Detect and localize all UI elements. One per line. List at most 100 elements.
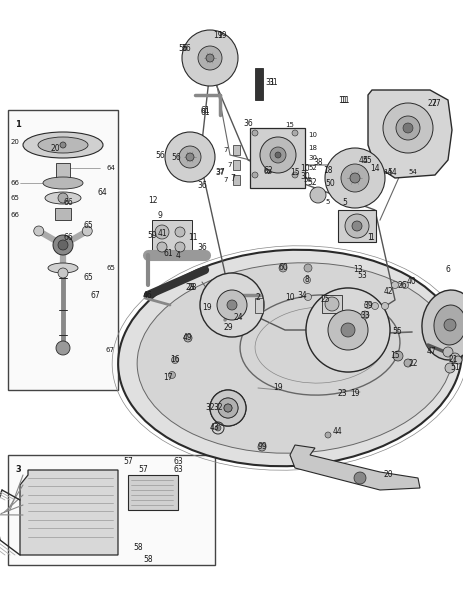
Text: 19: 19	[213, 31, 222, 40]
Text: 52: 52	[307, 165, 316, 171]
Bar	[337, 210, 375, 242]
Circle shape	[360, 311, 368, 319]
Text: 66: 66	[63, 197, 73, 206]
Circle shape	[179, 146, 200, 168]
Bar	[250, 128, 304, 188]
Text: 9: 9	[157, 211, 162, 220]
Text: 51: 51	[449, 364, 459, 373]
Text: 56: 56	[171, 152, 181, 161]
Circle shape	[291, 172, 297, 178]
Circle shape	[349, 173, 359, 183]
Text: 15: 15	[289, 167, 299, 176]
Text: 8: 8	[304, 275, 309, 284]
Text: 5: 5	[342, 197, 347, 206]
Text: 4: 4	[175, 251, 180, 259]
Circle shape	[58, 268, 68, 278]
Circle shape	[324, 297, 338, 311]
Text: 19: 19	[202, 302, 211, 311]
Text: 14: 14	[382, 169, 391, 175]
Ellipse shape	[48, 263, 78, 273]
Circle shape	[184, 334, 192, 342]
Text: 65: 65	[106, 265, 115, 271]
Text: 62: 62	[263, 169, 272, 175]
Circle shape	[324, 148, 384, 208]
Text: 7: 7	[223, 147, 227, 153]
Circle shape	[327, 310, 367, 350]
Text: 54: 54	[386, 167, 396, 176]
Text: 66: 66	[11, 212, 20, 218]
Text: 62: 62	[263, 166, 272, 175]
Circle shape	[395, 116, 419, 140]
Bar	[56, 163, 70, 179]
Text: 11: 11	[188, 232, 197, 241]
Text: 37: 37	[215, 167, 225, 176]
Circle shape	[391, 281, 398, 289]
Bar	[8, 110, 118, 390]
Text: 56: 56	[155, 151, 165, 160]
Text: 55: 55	[391, 328, 401, 337]
Text: 16: 16	[170, 355, 180, 364]
Text: 36: 36	[243, 119, 252, 128]
Text: 56: 56	[178, 44, 188, 53]
Circle shape	[269, 147, 285, 163]
Text: 11: 11	[338, 95, 347, 104]
Text: 2: 2	[255, 293, 260, 302]
Circle shape	[181, 30, 238, 86]
Text: 26: 26	[396, 280, 406, 289]
Circle shape	[198, 46, 221, 70]
Circle shape	[309, 187, 325, 203]
Text: 47: 47	[426, 347, 436, 356]
Text: 17: 17	[163, 373, 172, 383]
Text: 20: 20	[11, 139, 20, 145]
Text: 33: 33	[359, 311, 369, 320]
Text: 36: 36	[197, 181, 206, 190]
Text: 5: 5	[324, 199, 329, 205]
Circle shape	[251, 172, 257, 178]
Text: 43: 43	[210, 424, 219, 433]
Circle shape	[449, 353, 459, 363]
Circle shape	[400, 281, 407, 289]
Text: 66: 66	[63, 233, 73, 242]
Text: 27: 27	[431, 98, 441, 107]
Text: 14: 14	[369, 164, 379, 173]
Circle shape	[324, 432, 330, 438]
Ellipse shape	[38, 137, 88, 153]
Circle shape	[291, 130, 297, 136]
Circle shape	[402, 123, 412, 133]
Text: 30: 30	[300, 172, 309, 181]
Text: 65: 65	[83, 272, 93, 281]
Text: 24: 24	[233, 313, 242, 323]
Bar	[232, 175, 239, 185]
Text: 1: 1	[367, 233, 372, 242]
Text: 67: 67	[106, 347, 115, 353]
Text: 65: 65	[11, 195, 20, 201]
Text: 3: 3	[15, 465, 21, 474]
Text: 44: 44	[332, 427, 342, 436]
Text: 49: 49	[183, 332, 193, 341]
Text: 61: 61	[200, 106, 209, 115]
Circle shape	[340, 164, 368, 192]
Text: 59: 59	[147, 230, 156, 239]
Circle shape	[226, 300, 237, 310]
Circle shape	[200, 273, 263, 337]
Ellipse shape	[118, 250, 461, 466]
Text: 25: 25	[319, 295, 329, 304]
Circle shape	[224, 404, 232, 412]
Circle shape	[156, 242, 167, 252]
Text: 50: 50	[302, 177, 311, 183]
Circle shape	[257, 443, 265, 451]
Circle shape	[353, 472, 365, 484]
Circle shape	[168, 371, 175, 379]
Circle shape	[218, 398, 238, 418]
Text: 40: 40	[406, 277, 416, 286]
Circle shape	[442, 347, 452, 357]
Text: 36: 36	[197, 244, 206, 253]
Text: 58: 58	[133, 544, 143, 553]
Circle shape	[58, 240, 68, 250]
Text: 31: 31	[265, 77, 274, 86]
Circle shape	[351, 221, 361, 231]
Circle shape	[186, 153, 194, 161]
Circle shape	[278, 264, 287, 272]
Circle shape	[259, 137, 295, 173]
Text: 61: 61	[163, 248, 172, 257]
